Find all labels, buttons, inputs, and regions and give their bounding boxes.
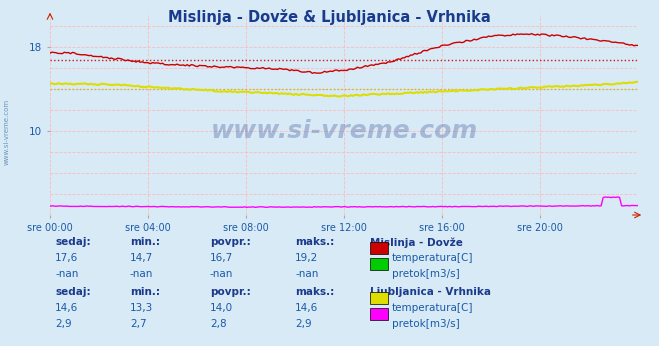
Text: -nan: -nan xyxy=(130,269,154,279)
Text: 19,2: 19,2 xyxy=(295,253,318,263)
Text: -nan: -nan xyxy=(210,269,233,279)
Text: 16,7: 16,7 xyxy=(210,253,233,263)
Text: pretok[m3/s]: pretok[m3/s] xyxy=(392,269,460,279)
Text: 14,7: 14,7 xyxy=(130,253,154,263)
Text: 13,3: 13,3 xyxy=(130,303,154,313)
Text: 14,0: 14,0 xyxy=(210,303,233,313)
Text: 14,6: 14,6 xyxy=(295,303,318,313)
Text: Ljubljanica - Vrhnika: Ljubljanica - Vrhnika xyxy=(370,287,491,297)
Text: maks.:: maks.: xyxy=(295,237,334,247)
Text: povpr.:: povpr.: xyxy=(210,237,251,247)
Text: sedaj:: sedaj: xyxy=(55,287,91,297)
Text: 2,8: 2,8 xyxy=(210,319,227,329)
Text: pretok[m3/s]: pretok[m3/s] xyxy=(392,319,460,329)
Text: 14,6: 14,6 xyxy=(55,303,78,313)
Text: temperatura[C]: temperatura[C] xyxy=(392,253,474,263)
Text: temperatura[C]: temperatura[C] xyxy=(392,303,474,313)
Text: -nan: -nan xyxy=(55,269,78,279)
Text: Mislinja - Dovže & Ljubljanica - Vrhnika: Mislinja - Dovže & Ljubljanica - Vrhnika xyxy=(168,9,491,25)
Text: min.:: min.: xyxy=(130,237,160,247)
Text: 17,6: 17,6 xyxy=(55,253,78,263)
Text: sedaj:: sedaj: xyxy=(55,237,91,247)
Text: www.si-vreme.com: www.si-vreme.com xyxy=(4,98,10,165)
Text: povpr.:: povpr.: xyxy=(210,287,251,297)
Text: min.:: min.: xyxy=(130,287,160,297)
Text: www.si-vreme.com: www.si-vreme.com xyxy=(210,119,478,143)
Text: -nan: -nan xyxy=(295,269,318,279)
Text: 2,7: 2,7 xyxy=(130,319,146,329)
Text: maks.:: maks.: xyxy=(295,287,334,297)
Text: 2,9: 2,9 xyxy=(55,319,72,329)
Text: 2,9: 2,9 xyxy=(295,319,312,329)
Text: Mislinja - Dovže: Mislinja - Dovže xyxy=(370,237,463,247)
